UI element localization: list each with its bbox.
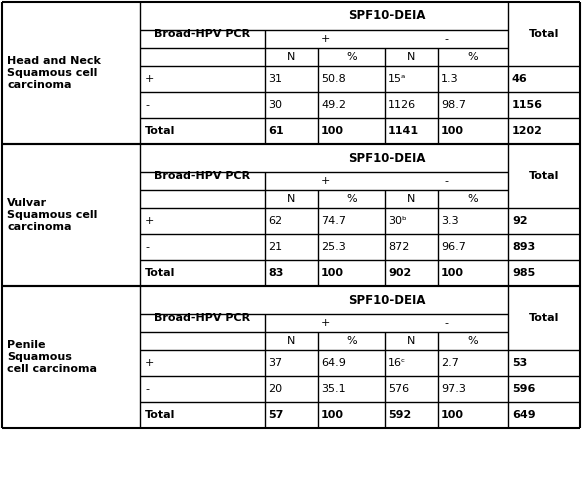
- Text: 872: 872: [388, 242, 409, 252]
- Text: 62: 62: [268, 216, 282, 226]
- Text: 2.7: 2.7: [441, 358, 459, 368]
- Text: N: N: [287, 52, 296, 62]
- Text: 64.9: 64.9: [321, 358, 346, 368]
- Text: Total: Total: [529, 313, 559, 323]
- Text: SPF10-DEIA: SPF10-DEIA: [347, 9, 425, 23]
- Text: +: +: [320, 318, 330, 328]
- Text: Total: Total: [529, 171, 559, 181]
- Text: 16ᶜ: 16ᶜ: [388, 358, 406, 368]
- Text: %: %: [468, 194, 478, 204]
- Text: 1141: 1141: [388, 126, 419, 136]
- Text: 35.1: 35.1: [321, 384, 346, 394]
- Text: 96.7: 96.7: [441, 242, 466, 252]
- Text: 20: 20: [268, 384, 282, 394]
- Text: N: N: [287, 336, 296, 346]
- Text: 100: 100: [441, 268, 464, 278]
- Text: N: N: [408, 52, 416, 62]
- Text: %: %: [346, 336, 357, 346]
- Text: 100: 100: [441, 126, 464, 136]
- Text: +: +: [145, 216, 154, 226]
- Text: N: N: [408, 336, 416, 346]
- Text: Broad-HPV PCR: Broad-HPV PCR: [154, 171, 251, 181]
- Text: 1156: 1156: [512, 100, 543, 110]
- Text: 83: 83: [268, 268, 283, 278]
- Text: Vulvar
Squamous cell
carcinoma: Vulvar Squamous cell carcinoma: [7, 199, 97, 232]
- Text: 15ᵃ: 15ᵃ: [388, 74, 406, 84]
- Text: N: N: [287, 194, 296, 204]
- Text: -: -: [444, 318, 448, 328]
- Text: 50.8: 50.8: [321, 74, 346, 84]
- Text: Broad-HPV PCR: Broad-HPV PCR: [154, 29, 251, 39]
- Text: +: +: [145, 358, 154, 368]
- Text: 61: 61: [268, 126, 283, 136]
- Text: 100: 100: [321, 410, 344, 420]
- Text: Penile
Squamous
cell carcinoma: Penile Squamous cell carcinoma: [7, 340, 97, 373]
- Text: 592: 592: [388, 410, 411, 420]
- Text: 100: 100: [441, 410, 464, 420]
- Text: 30ᵇ: 30ᵇ: [388, 216, 407, 226]
- Text: 53: 53: [512, 358, 527, 368]
- Text: %: %: [346, 52, 357, 62]
- Text: 25.3: 25.3: [321, 242, 346, 252]
- Text: SPF10-DEIA: SPF10-DEIA: [347, 152, 425, 165]
- Text: 98.7: 98.7: [441, 100, 466, 110]
- Text: -: -: [145, 242, 149, 252]
- Text: -: -: [444, 34, 448, 44]
- Text: 46: 46: [512, 74, 528, 84]
- Text: 576: 576: [388, 384, 409, 394]
- Text: 596: 596: [512, 384, 535, 394]
- Text: -: -: [444, 176, 448, 186]
- Text: 893: 893: [512, 242, 535, 252]
- Text: -: -: [145, 384, 149, 394]
- Text: %: %: [468, 336, 478, 346]
- Text: -: -: [145, 100, 149, 110]
- Text: +: +: [145, 74, 154, 84]
- Text: 1126: 1126: [388, 100, 416, 110]
- Text: Total: Total: [529, 29, 559, 39]
- Text: 92: 92: [512, 216, 528, 226]
- Text: 97.3: 97.3: [441, 384, 466, 394]
- Text: 902: 902: [388, 268, 411, 278]
- Text: 1202: 1202: [512, 126, 543, 136]
- Text: SPF10-DEIA: SPF10-DEIA: [347, 293, 425, 306]
- Text: 100: 100: [321, 126, 344, 136]
- Text: %: %: [346, 194, 357, 204]
- Text: +: +: [320, 176, 330, 186]
- Text: 100: 100: [321, 268, 344, 278]
- Text: 31: 31: [268, 74, 282, 84]
- Text: 74.7: 74.7: [321, 216, 346, 226]
- Text: Broad-HPV PCR: Broad-HPV PCR: [154, 313, 251, 323]
- Text: Total: Total: [145, 410, 175, 420]
- Text: Total: Total: [145, 268, 175, 278]
- Text: 37: 37: [268, 358, 282, 368]
- Text: 57: 57: [268, 410, 283, 420]
- Text: 649: 649: [512, 410, 536, 420]
- Text: 985: 985: [512, 268, 535, 278]
- Text: %: %: [468, 52, 478, 62]
- Text: N: N: [408, 194, 416, 204]
- Text: 1.3: 1.3: [441, 74, 459, 84]
- Text: 49.2: 49.2: [321, 100, 346, 110]
- Text: 21: 21: [268, 242, 282, 252]
- Text: 3.3: 3.3: [441, 216, 459, 226]
- Text: 30: 30: [268, 100, 282, 110]
- Text: Total: Total: [145, 126, 175, 136]
- Text: +: +: [320, 34, 330, 44]
- Text: Head and Neck
Squamous cell
carcinoma: Head and Neck Squamous cell carcinoma: [7, 56, 101, 89]
